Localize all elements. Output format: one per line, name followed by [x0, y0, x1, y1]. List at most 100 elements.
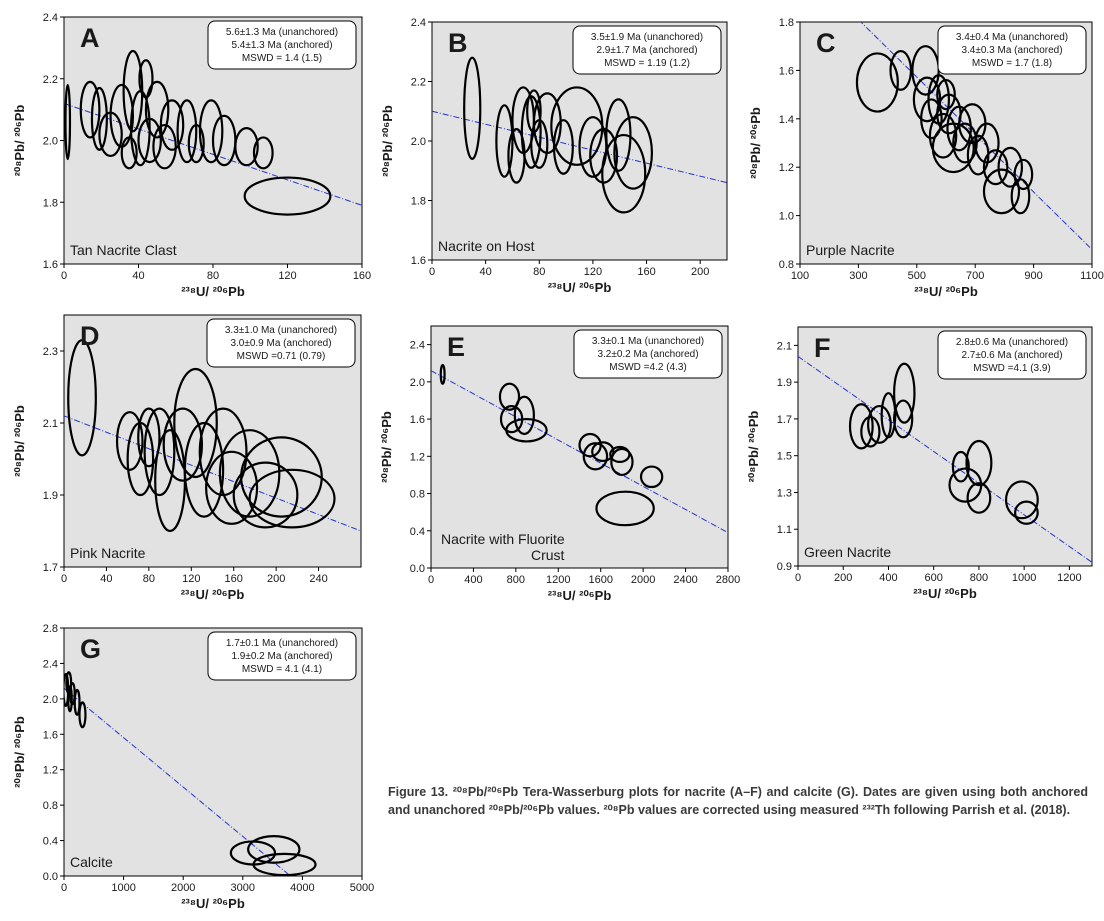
error-ellipse-a-2	[90, 86, 108, 151]
y-tick-label-g-5: 2.0	[43, 694, 58, 706]
y-tick-label-c-2: 1.2	[779, 162, 794, 174]
x-tick-label-e-2: 800	[507, 574, 525, 586]
legend-line-c-0: 3.4±0.4 Ma (unanchored)	[956, 32, 1068, 43]
error-ellipse-c-13	[974, 122, 1000, 164]
x-axis-label-a: ²³⁸U/ ²⁰⁶Pb	[181, 284, 245, 299]
y-axis-label-a: ²⁰⁸Pb/ ²⁰⁶Pb	[12, 105, 27, 177]
error-ellipse-c-4	[920, 98, 943, 140]
y-axis-label-b: ²⁰⁸Pb/ ²⁰⁶Pb	[380, 105, 395, 177]
error-ellipse-d-0	[67, 339, 97, 457]
error-ellipse-e-8	[610, 447, 634, 477]
sample-label-f: Green Nacrite	[804, 544, 891, 560]
panel-letter-b: B	[448, 28, 468, 58]
x-tick-label-d-2: 80	[143, 573, 155, 585]
error-ellipse-a-1	[79, 80, 101, 139]
y-tick-label-a-4: 2.4	[43, 12, 58, 24]
x-tick-label-g-3: 3000	[231, 882, 255, 894]
x-tick-label-e-5: 2000	[631, 574, 655, 586]
x-tick-label-c-1: 300	[849, 270, 867, 282]
y-tick-label-e-4: 1.6	[410, 414, 425, 426]
error-ellipse-f-9	[966, 482, 992, 514]
legend-line-f-1: 2.7±0.6 Ma (anchored)	[961, 350, 1062, 361]
y-tick-label-c-0: 0.8	[779, 259, 794, 271]
y-tick-label-e-1: 0.4	[410, 526, 425, 538]
y-tick-label-b-0: 1.6	[411, 255, 426, 267]
x-tick-label-d-3: 120	[182, 573, 200, 585]
error-ellipse-g-8	[252, 852, 317, 876]
x-tick-label-b-0: 0	[429, 266, 435, 278]
x-axis-label-e: ²³⁸U/ ²⁰⁶Pb	[548, 588, 612, 603]
y-tick-label-e-2: 0.8	[410, 489, 425, 501]
error-ellipse-a-0	[64, 83, 72, 161]
error-ellipse-g-5	[78, 701, 87, 729]
error-ellipse-c-0	[855, 52, 899, 113]
panel-letter-d: D	[80, 321, 100, 351]
y-tick-label-g-3: 1.2	[43, 765, 58, 777]
error-ellipse-f-1	[860, 415, 881, 448]
legend-line-e-0: 3.3±0.1 Ma (unanchored)	[592, 336, 704, 347]
error-ellipse-b-7	[552, 119, 574, 175]
error-ellipse-g-4	[73, 688, 81, 716]
y-tick-label-c-4: 1.6	[779, 65, 794, 77]
y-tick-label-d-0: 1.7	[43, 562, 58, 574]
y-tick-label-g-6: 2.4	[43, 658, 58, 670]
panel-letter-g: G	[80, 634, 101, 664]
y-tick-label-g-1: 0.4	[43, 836, 58, 848]
y-tick-label-e-5: 2.0	[410, 377, 425, 389]
error-ellipse-e-7	[591, 441, 615, 463]
error-ellipse-c-1	[889, 49, 913, 91]
panel-a: 0 40 80 120 160 1.6 1.8 2.0 2.2 2.4 ²³⁸U/ ²⁰⁶Pb ²⁰⁸…	[12, 12, 371, 299]
error-ellipse-d-14	[248, 468, 336, 529]
legend-box-c	[937, 25, 1087, 75]
legend-line-g-1: 1.9±0.2 Ma (anchored)	[231, 651, 332, 662]
panel-f: 0 200 400 600 800 1000 1200 0.9 1.1 1.3 1.5 1.7 1.9 2…	[746, 326, 1093, 601]
x-tick-label-g-5: 5000	[350, 882, 374, 894]
error-ellipse-c-14	[982, 149, 1009, 186]
error-ellipse-a-11	[176, 99, 198, 164]
legend-line-c-2: MSWD = 1.7 (1.8)	[972, 58, 1052, 69]
panel-d: 0 40 80 120 160 200 240 1.7 1.9 2.1 2.3 ²³⁸U/ ²⁰⁶Pb…	[12, 314, 362, 602]
sample-label-g: Calcite	[70, 854, 113, 870]
plot-marks-a	[64, 49, 362, 216]
figure-caption: Figure 13. ²⁰⁸Pb/²⁰⁶Pb Tera-Wasserburg p…	[388, 785, 1088, 817]
error-ellipse-e-1	[498, 382, 521, 411]
y-tick-label-c-1: 1.0	[779, 211, 794, 223]
error-ellipse-c-18	[1013, 158, 1034, 191]
plot-marks-d	[64, 339, 361, 533]
y-tick-label-f-2: 1.3	[777, 487, 792, 499]
x-tick-label-b-3: 120	[584, 266, 602, 278]
regression-line-d	[64, 415, 361, 532]
x-tick-label-c-3: 700	[966, 270, 984, 282]
x-tick-label-f-2: 400	[879, 572, 897, 584]
y-tick-label-f-0: 0.9	[777, 561, 792, 573]
y-tick-label-d-3: 2.3	[43, 346, 58, 358]
sample-label-c: Purple Nacrite	[806, 242, 895, 258]
legend-line-d-0: 3.3±1.0 Ma (unanchored)	[225, 325, 337, 336]
y-tick-label-b-4: 2.4	[411, 17, 426, 29]
x-tick-label-e-6: 2400	[673, 574, 697, 586]
error-ellipse-e-4	[505, 417, 548, 443]
plot-marks-b	[432, 56, 727, 214]
y-tick-label-f-6: 2.1	[777, 340, 792, 352]
legend-line-c-1: 3.4±0.3 Ma (anchored)	[961, 45, 1062, 56]
y-tick-label-a-2: 2.0	[43, 136, 58, 148]
panel-letter-c: C	[816, 28, 836, 58]
error-ellipse-e-9	[595, 490, 655, 527]
regression-line-a	[64, 102, 362, 206]
x-tick-label-a-1: 40	[132, 270, 144, 282]
legend-line-d-2: MSWD =0.71 (0.79)	[237, 351, 326, 362]
y-tick-label-a-1: 1.8	[43, 197, 58, 209]
y-tick-label-e-3: 1.2	[410, 451, 425, 463]
x-tick-label-a-3: 120	[278, 270, 296, 282]
error-ellipse-e-0	[439, 363, 446, 385]
x-tick-label-g-1: 1000	[111, 882, 135, 894]
error-ellipse-c-16	[997, 146, 1024, 188]
y-tick-label-b-2: 2.0	[411, 136, 426, 148]
error-ellipse-d-6	[162, 407, 203, 482]
error-ellipse-a-17	[243, 176, 332, 216]
error-ellipse-d-11	[218, 429, 281, 518]
error-ellipse-f-10	[1004, 480, 1039, 520]
x-tick-label-b-2: 80	[533, 266, 545, 278]
error-ellipse-f-11	[1014, 500, 1039, 525]
error-ellipse-f-8	[965, 439, 993, 487]
